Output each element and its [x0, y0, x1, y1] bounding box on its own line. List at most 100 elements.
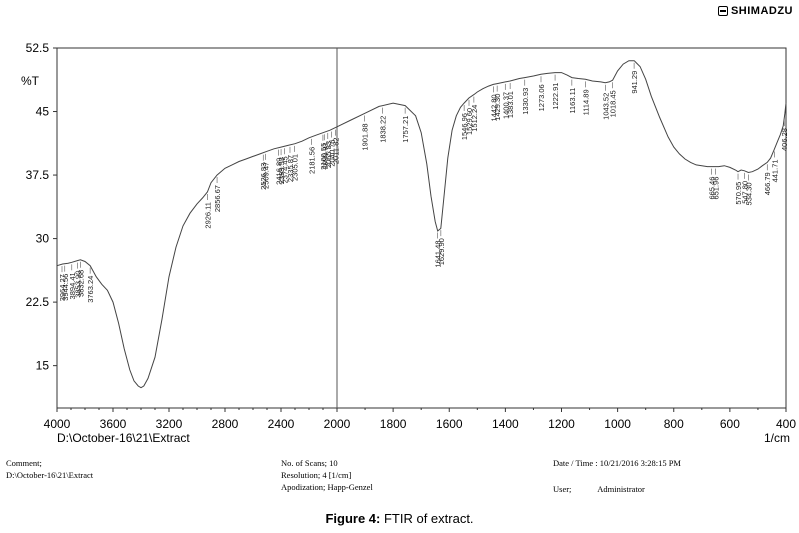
scans-info: No. of Scans; 10: [281, 458, 338, 468]
peak-annotation: 3894.41: [68, 264, 77, 299]
peak-label: 1429.30: [493, 94, 502, 121]
peak-label: 1018.45: [608, 90, 617, 117]
peak-annotation: 2399.53: [277, 149, 286, 184]
peak-annotation: 1273.06: [537, 76, 546, 111]
peak-label: 1400.37: [501, 92, 510, 119]
peak-annotation: 3763.24: [86, 267, 95, 303]
peak-label: 547.80: [741, 181, 750, 204]
peak-annotation: 2011.82: [331, 129, 340, 165]
peak-annotation: 2509.47: [262, 153, 271, 189]
peak-label: 3832.68: [76, 270, 85, 297]
peak-label: 3853.90: [73, 271, 82, 298]
x-tick-label: 3600: [100, 417, 127, 431]
comment-block: Comment; D:\October-16\21\Extract: [6, 457, 93, 481]
x-tick-label: 2000: [324, 417, 351, 431]
user-label: User;: [553, 484, 572, 494]
x-tick-label: 2400: [268, 417, 295, 431]
peak-label: 2181.56: [308, 147, 317, 174]
peak-annotation: 3964.27: [58, 266, 67, 301]
peak-label: 466.79: [763, 172, 772, 195]
peak-annotation: 1400.37: [501, 83, 510, 119]
peak-annotation: 1383.01: [506, 83, 515, 118]
peak-annotation: 1442.80: [489, 86, 498, 122]
peak-label: 1222.91: [551, 83, 560, 110]
brand-logo-text: SHIMADZU: [717, 5, 793, 17]
peak-annotation: 2374.45: [281, 148, 290, 183]
peak-annotation: 1901.88: [361, 115, 370, 151]
peak-annotation: 3944.56: [61, 265, 70, 301]
brand-name: SHIMADZU: [730, 5, 793, 17]
peak-annotation: 2926.11: [203, 194, 212, 229]
peak-label: 534.30: [744, 182, 753, 205]
peak-label: 1629.90: [437, 238, 446, 265]
peak-annotation: 1546.96: [460, 105, 469, 140]
y-tick-label: 22.5: [26, 295, 50, 309]
peak-label: 1442.80: [489, 94, 498, 121]
peak-annotation: 1163.11: [568, 79, 577, 114]
peak-label: 2011.82: [331, 138, 340, 165]
peak-label: 1901.88: [361, 123, 370, 150]
peak-label: 406.28: [780, 128, 789, 151]
peak-label: 1641.48: [434, 240, 443, 267]
peak-label: 665.46: [708, 177, 717, 200]
peak-label: 2399.53: [277, 157, 286, 184]
peak-label: 2926.11: [203, 202, 212, 229]
peak-label: 1529.60: [465, 108, 474, 135]
peak-label: 2090.91: [320, 142, 329, 169]
x-tick-label: 400: [776, 417, 796, 431]
comment-value: D:\October-16\21\Extract: [6, 470, 94, 480]
peak-annotation: 1629.90: [437, 230, 446, 265]
peak-annotation: 1757.21: [401, 107, 410, 143]
peak-annotation: 441.71: [770, 151, 779, 182]
scan-info-block: No. of Scans; 10 Resolution; 4 [1/cm] Ap…: [281, 457, 373, 493]
peak-annotation: 2040.76: [327, 131, 336, 167]
peak-annotation: 3853.90: [73, 262, 82, 298]
y-tick-label: 30: [36, 232, 50, 246]
peak-label: 3763.24: [86, 276, 95, 303]
peak-label: 651.96: [711, 177, 720, 200]
peak-annotation: 1018.45: [608, 82, 617, 117]
peak-annotation: 1529.60: [465, 99, 474, 135]
peak-annotation: 466.79: [763, 164, 772, 195]
user-info: User; Administrator: [553, 483, 645, 495]
peak-label: 2040.76: [327, 140, 336, 167]
peak-annotation: 2100.55: [319, 134, 328, 170]
peak-annotation: 570.95: [734, 173, 743, 205]
plot-frame: [56, 47, 787, 409]
peak-annotation: 2526.83: [259, 154, 268, 190]
figure-caption: Figure 4: FTIR of extract.: [0, 511, 799, 526]
peak-annotation: 1641.48: [434, 232, 443, 268]
peak-annotation: 547.80: [741, 172, 750, 204]
x-tick-label: 600: [720, 417, 740, 431]
resolution-info: Resolution; 4 [1/cm]: [281, 470, 352, 480]
peak-annotation: 1330.93: [521, 79, 530, 115]
y-tick-label: 45: [36, 105, 50, 119]
x-tick-label: 1800: [380, 417, 407, 431]
peak-label: 1757.21: [401, 116, 410, 143]
apodization-info: Apodization; Happ-Genzel: [281, 482, 373, 492]
x-tick-label: 1400: [492, 417, 519, 431]
x-tick-label: 3200: [156, 417, 183, 431]
peak-label: 1512.24: [470, 105, 479, 132]
user-value: Administrator: [597, 484, 645, 494]
peak-annotation: 665.46: [708, 168, 717, 200]
peak-label: 2100.55: [319, 143, 328, 170]
peak-label: 2856.67: [213, 185, 222, 212]
x-tick-label: 1000: [604, 417, 631, 431]
spectrum-line: [56, 60, 787, 389]
x-tick-label: 4000: [44, 417, 71, 431]
peak-annotation: 2065.83: [324, 132, 333, 168]
peak-label: 2526.83: [259, 163, 268, 190]
peak-label: 1163.11: [568, 88, 577, 114]
peak-annotation: 2335.87: [286, 146, 295, 182]
peak-annotation: 1114.89: [581, 81, 590, 115]
peak-label: 2305.01: [290, 154, 299, 181]
x-tick-label: 1600: [436, 417, 463, 431]
peak-annotation: 406.28: [780, 120, 789, 151]
peak-label: 1273.06: [537, 84, 546, 111]
peak-label: 1043.52: [601, 93, 610, 120]
peak-annotation: 1512.24: [470, 96, 479, 132]
peak-annotation: 2090.91: [320, 134, 329, 169]
x-tick-label: 2800: [212, 417, 239, 431]
peak-label: 2374.45: [281, 156, 290, 183]
